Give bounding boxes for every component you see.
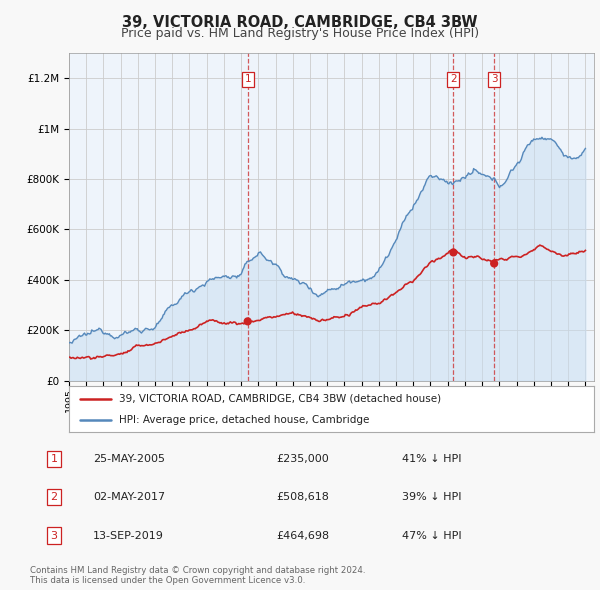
Text: 39% ↓ HPI: 39% ↓ HPI <box>402 492 461 502</box>
Text: 3: 3 <box>50 530 58 540</box>
Text: £235,000: £235,000 <box>276 454 329 464</box>
Text: 39, VICTORIA ROAD, CAMBRIDGE, CB4 3BW (detached house): 39, VICTORIA ROAD, CAMBRIDGE, CB4 3BW (d… <box>119 394 441 404</box>
Text: 2: 2 <box>450 74 457 84</box>
Text: £508,618: £508,618 <box>276 492 329 502</box>
Point <box>449 248 458 257</box>
Text: 3: 3 <box>491 74 497 84</box>
Text: Price paid vs. HM Land Registry's House Price Index (HPI): Price paid vs. HM Land Registry's House … <box>121 27 479 40</box>
Text: Contains HM Land Registry data © Crown copyright and database right 2024.
This d: Contains HM Land Registry data © Crown c… <box>30 566 365 585</box>
Text: 1: 1 <box>244 74 251 84</box>
Text: HPI: Average price, detached house, Cambridge: HPI: Average price, detached house, Camb… <box>119 415 369 425</box>
Point <box>490 259 499 268</box>
Point <box>243 317 253 326</box>
Text: 47% ↓ HPI: 47% ↓ HPI <box>402 530 461 540</box>
Text: 39, VICTORIA ROAD, CAMBRIDGE, CB4 3BW: 39, VICTORIA ROAD, CAMBRIDGE, CB4 3BW <box>122 15 478 30</box>
Text: 1: 1 <box>50 454 58 464</box>
Text: 13-SEP-2019: 13-SEP-2019 <box>93 530 164 540</box>
Text: 25-MAY-2005: 25-MAY-2005 <box>93 454 165 464</box>
Text: 02-MAY-2017: 02-MAY-2017 <box>93 492 165 502</box>
Text: 2: 2 <box>50 492 58 502</box>
Text: 41% ↓ HPI: 41% ↓ HPI <box>402 454 461 464</box>
Text: £464,698: £464,698 <box>276 530 329 540</box>
